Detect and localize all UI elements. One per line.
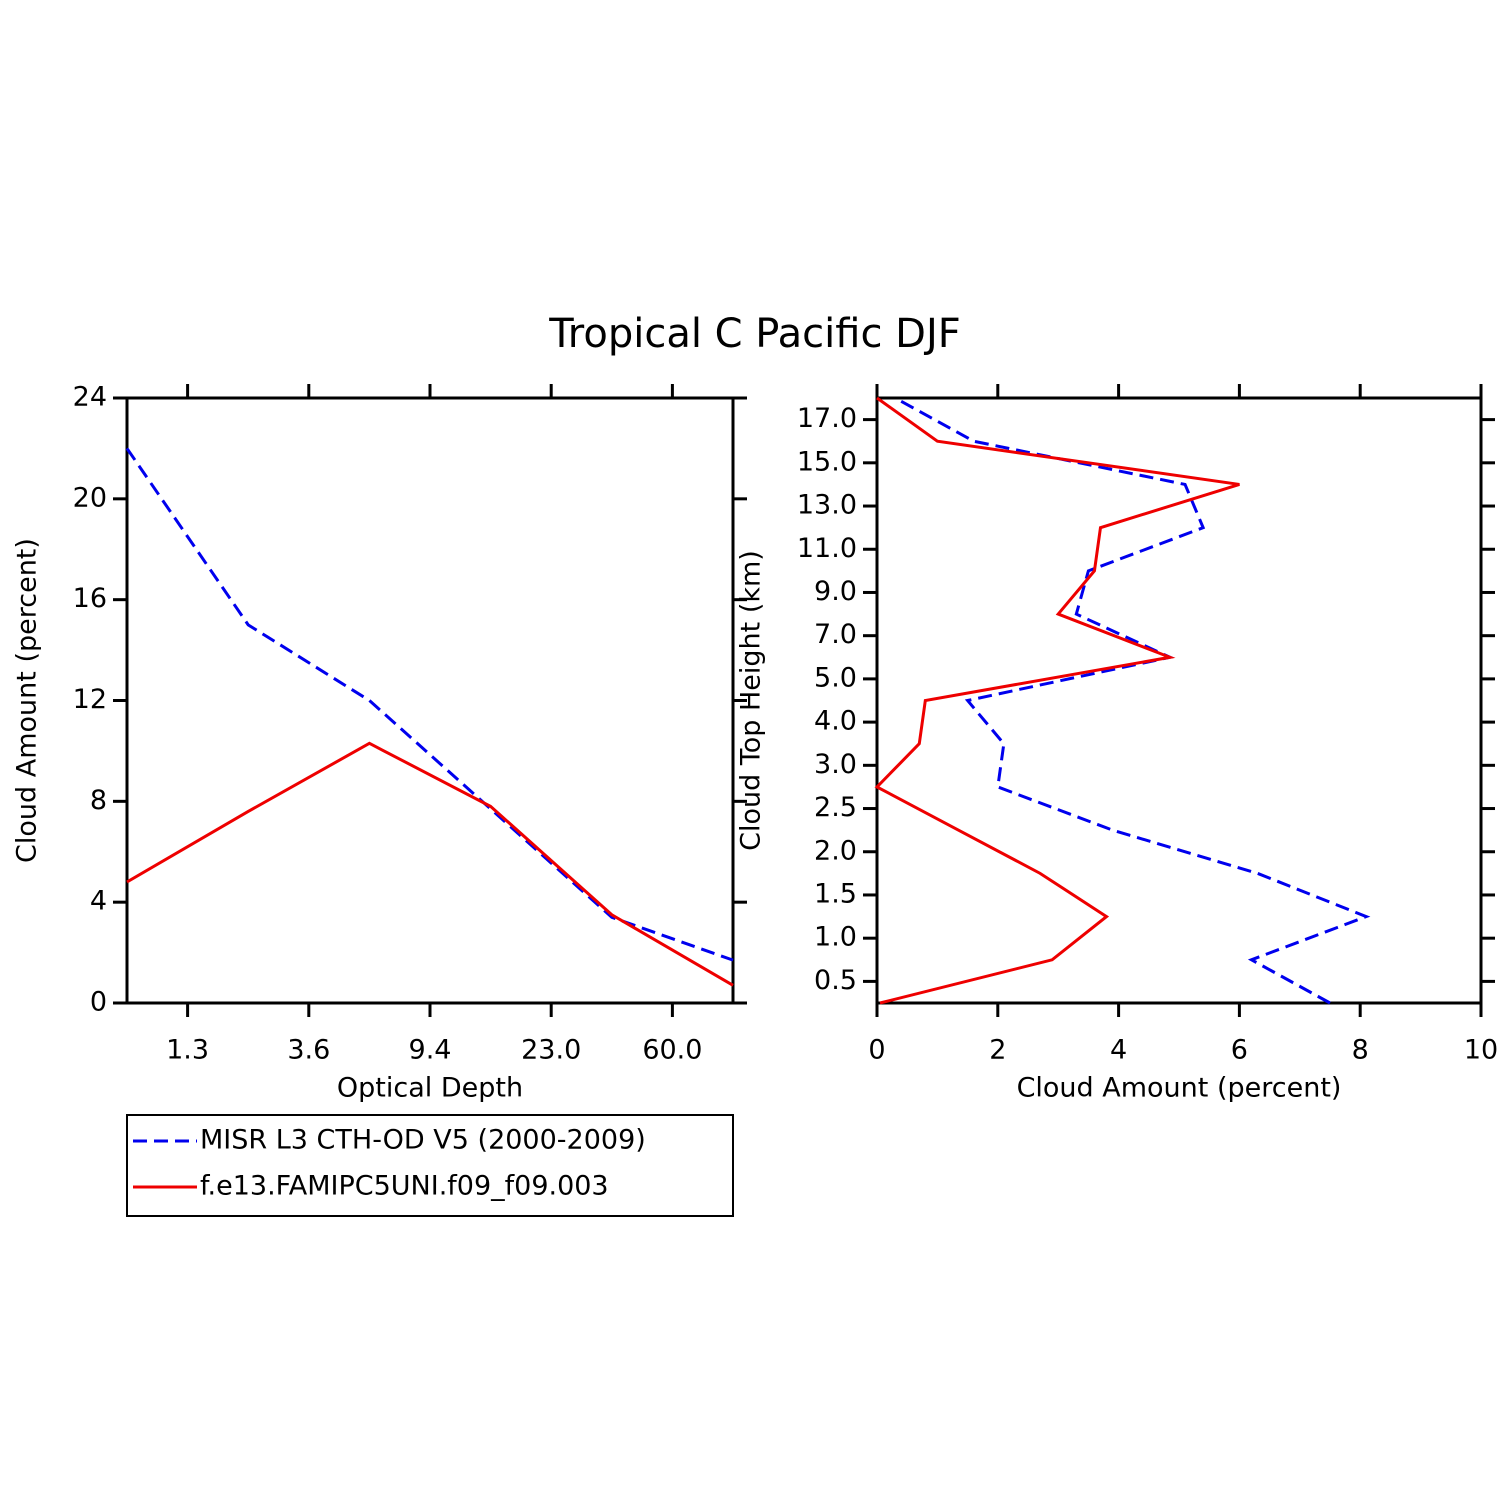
- y-tick-label: 9.0: [814, 576, 857, 607]
- y-tick-label: 11.0: [797, 533, 857, 564]
- x-tick-label: 6: [1231, 1035, 1248, 1066]
- legend-label: MISR L3 CTH-OD V5 (2000-2009): [200, 1125, 646, 1156]
- x-tick-label: 0: [868, 1035, 885, 1066]
- y-tick-label: 17.0: [797, 403, 857, 434]
- x-tick-label: 8: [1352, 1035, 1369, 1066]
- y-tick-label: 2.5: [814, 792, 857, 823]
- x-tick-label: 3.6: [287, 1035, 330, 1066]
- legend-label: f.e13.FAMIPC5UNI.f09_f09.003: [200, 1171, 609, 1202]
- series-line: [874, 396, 1240, 1005]
- x-axis-label: Cloud Amount (percent): [1017, 1073, 1342, 1104]
- x-tick-label: 10: [1464, 1035, 1498, 1066]
- y-axis-label: Cloud Top Height (km): [736, 550, 767, 851]
- y-tick-label: 16: [73, 583, 107, 614]
- x-axis-label: Optical Depth: [337, 1073, 523, 1104]
- x-tick-label: 60.0: [642, 1035, 702, 1066]
- x-tick-label: 23.0: [521, 1035, 581, 1066]
- x-tick-label: 1.3: [166, 1035, 209, 1066]
- x-tick-label: 2: [989, 1035, 1006, 1066]
- y-tick-label: 24: [73, 382, 107, 413]
- x-tick-label: 4: [1110, 1035, 1127, 1066]
- y-tick-label: 20: [73, 482, 107, 513]
- y-tick-label: 13.0: [797, 490, 857, 521]
- y-tick-label: 2.0: [814, 835, 857, 866]
- plot-frame: [125, 396, 735, 1005]
- y-tick-label: 1.5: [814, 878, 857, 909]
- series-line: [125, 447, 734, 962]
- y-tick-label: 0.5: [814, 965, 857, 996]
- series-line: [894, 396, 1371, 1005]
- figure-title: Tropical C Pacific DJF: [548, 311, 961, 357]
- y-axis-label: Cloud Amount (percent): [12, 538, 43, 863]
- y-tick-label: 3.0: [814, 749, 857, 780]
- x-tick-label: 9.4: [409, 1035, 452, 1066]
- legend-box: [126, 1114, 734, 1217]
- y-tick-label: 8: [90, 785, 107, 816]
- y-tick-label: 4: [90, 886, 107, 917]
- y-tick-label: 4.0: [814, 706, 857, 737]
- y-tick-label: 7.0: [814, 619, 857, 650]
- y-tick-label: 0: [90, 987, 107, 1018]
- y-tick-label: 5.0: [814, 662, 857, 693]
- plot-frame: [875, 396, 1483, 1005]
- y-tick-label: 1.0: [814, 922, 857, 953]
- y-tick-label: 12: [73, 684, 107, 715]
- series-line: [126, 741, 734, 987]
- y-tick-label: 15.0: [797, 446, 857, 477]
